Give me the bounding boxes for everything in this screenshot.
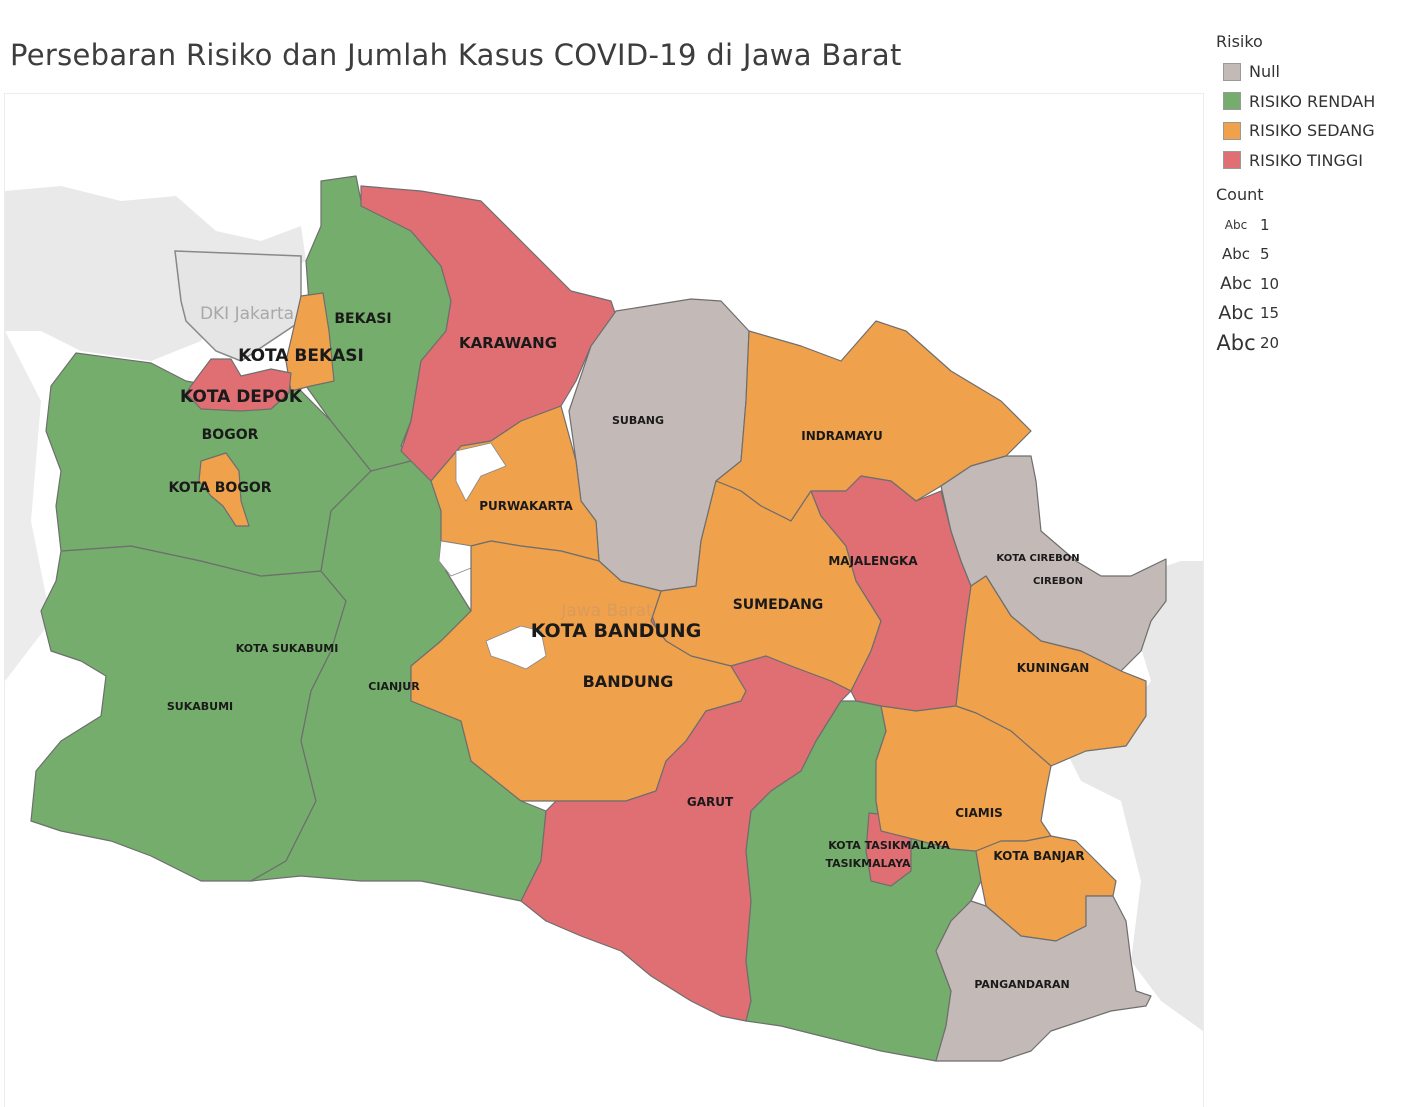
legend-label: RISIKO RENDAH [1249, 91, 1376, 111]
province-shapes[interactable] [30, 175, 1167, 1062]
label-kuningan: KUNINGAN [1017, 661, 1090, 675]
legend-risk-title: Risiko [1216, 32, 1263, 51]
label-subang: SUBANG [612, 414, 664, 427]
basemap [5, 186, 1203, 1031]
map-canvas[interactable]: DKI Jakarta Jawa Barat BEKASI KOTA BEKAS… [4, 93, 1204, 1107]
page-title: Persebaran Risiko dan Jumlah Kasus COVID… [10, 38, 902, 72]
region-kota-bekasi [285, 292, 335, 392]
lake-jatiluhur [455, 442, 507, 502]
legend-count-title: Count [1216, 185, 1264, 204]
label-kota-tasikmalaya: KOTA TASIKMALAYA [828, 839, 950, 852]
label-pangandaran: PANGANDARAN [974, 978, 1069, 991]
region-pangandaran [935, 895, 1152, 1062]
label-garut: GARUT [687, 795, 734, 809]
legend-count-item: Abc 10 [1216, 269, 1406, 299]
legend-swatch-sedang [1223, 121, 1241, 140]
count-sample: Abc [1221, 245, 1251, 264]
region-kuningan [955, 575, 1147, 767]
label-purwakarta: PURWAKARTA [479, 499, 573, 513]
legend-item-risiko-rendah[interactable]: RISIKO RENDAH [1216, 87, 1406, 117]
label-bogor: BOGOR [202, 427, 259, 443]
label-cirebon: CIREBON [1033, 576, 1083, 587]
count-sample: Abc [1220, 273, 1252, 294]
label-cianjur: CIANJUR [368, 680, 420, 693]
count-sample: Abc [1224, 217, 1248, 232]
legend-count-item: Abc 15 [1216, 299, 1406, 329]
count-sample: Abc [1218, 302, 1254, 325]
label-bandung: BANDUNG [583, 672, 674, 691]
legend-label: Null [1249, 62, 1280, 82]
lake-cirata [438, 540, 477, 577]
label-bekasi: BEKASI [334, 311, 391, 327]
legend-swatch-null [1223, 62, 1241, 81]
region-sukabumi [30, 545, 347, 882]
label-ciamis: CIAMIS [955, 806, 1003, 820]
label-kota-depok: KOTA DEPOK [180, 387, 303, 407]
region-labels: BEKASI KOTA BEKASI KOTA DEPOK BOGOR KOTA… [167, 311, 1089, 991]
label-majalengka: MAJALENGKA [828, 554, 918, 568]
legend-swatch-tinggi [1223, 151, 1241, 170]
legend-item-risiko-sedang[interactable]: RISIKO SEDANG [1216, 116, 1406, 146]
count-value: 1 [1260, 215, 1270, 234]
label-karawang: KARAWANG [459, 334, 557, 352]
legend-label: RISIKO TINGGI [1249, 150, 1363, 170]
label-kota-banjar: KOTA BANJAR [993, 849, 1084, 863]
label-tasikmalaya: TASIKMALAYA [825, 857, 911, 870]
choropleth-map[interactable]: DKI Jakarta Jawa Barat BEKASI KOTA BEKAS… [5, 94, 1203, 1107]
legend-item-risiko-tinggi[interactable]: RISIKO TINGGI [1216, 146, 1406, 176]
legend-item-null[interactable]: Null [1216, 57, 1406, 87]
label-sukabumi: SUKABUMI [167, 700, 233, 713]
region-kota-bogor [198, 452, 250, 527]
legend-swatch-rendah [1223, 92, 1241, 111]
region-kota-depok [185, 358, 292, 412]
label-kota-cirebon: KOTA CIREBON [996, 553, 1079, 564]
count-value: 5 [1260, 245, 1270, 264]
legend-count-item: Abc 5 [1216, 240, 1406, 270]
legend-panel: Risiko Null RISIKO RENDAH RISIKO SEDANG … [1216, 32, 1406, 358]
legend-count-item: Abc 20 [1216, 328, 1406, 358]
region-garut [520, 655, 852, 1022]
lake-saguling [485, 625, 547, 670]
label-indramayu: INDRAMAYU [801, 429, 883, 443]
label-kota-sukabumi: KOTA SUKABUMI [236, 642, 339, 655]
label-kota-bekasi: KOTA BEKASI [238, 346, 364, 366]
count-value: 15 [1260, 304, 1280, 323]
label-kota-bogor: KOTA BOGOR [168, 480, 271, 496]
count-value: 20 [1260, 333, 1280, 352]
label-kota-bandung: KOTA BANDUNG [531, 620, 702, 642]
label-sumedang: SUMEDANG [733, 597, 824, 613]
legend-label: RISIKO SEDANG [1249, 121, 1375, 141]
count-sample: Abc [1216, 330, 1256, 355]
basemap-label-jakarta: DKI Jakarta [200, 304, 294, 324]
legend-count-item: Abc 1 [1216, 210, 1406, 240]
count-value: 10 [1260, 274, 1280, 293]
basemap-label-jabar: Jawa Barat [560, 601, 653, 621]
